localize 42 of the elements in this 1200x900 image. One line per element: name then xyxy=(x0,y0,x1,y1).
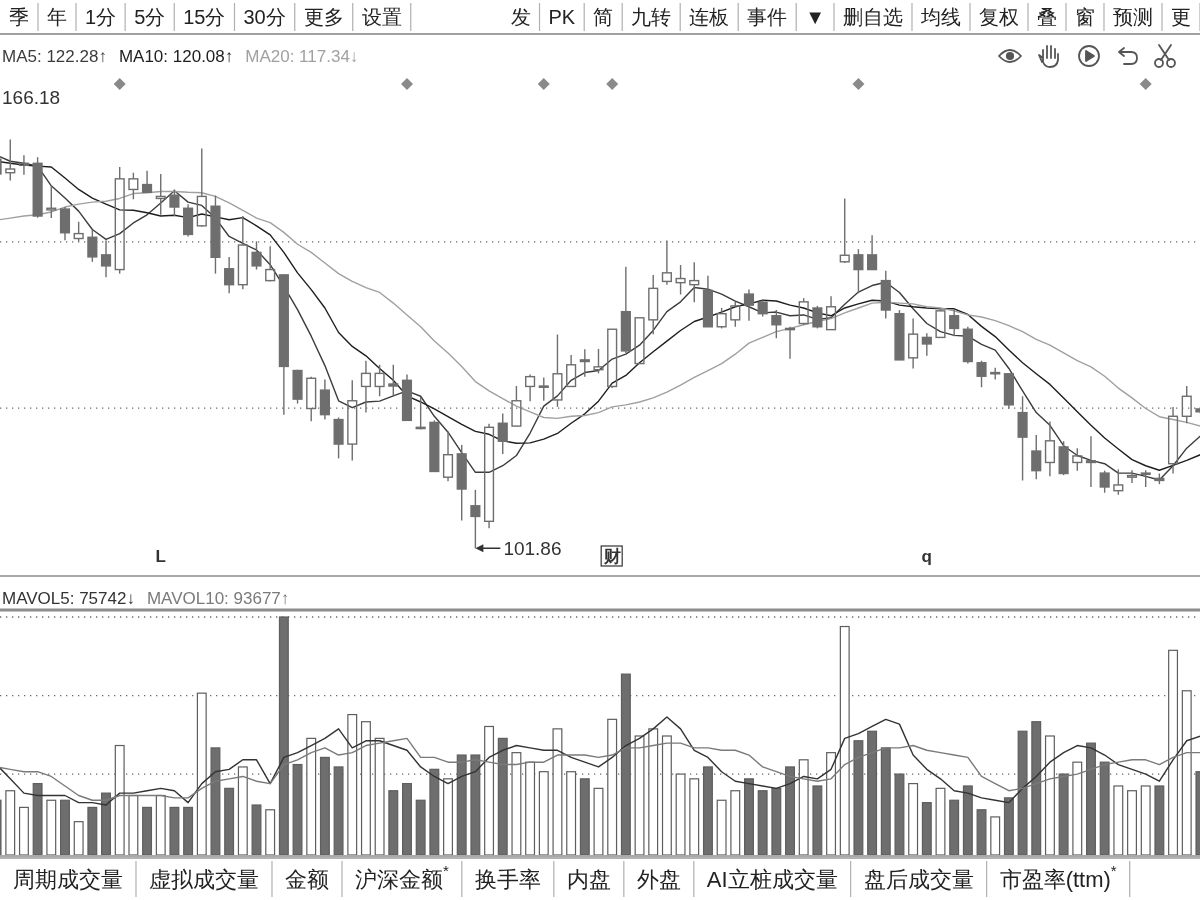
button-label: ▼ xyxy=(805,6,825,28)
legend-item: MAVOL10: 93677↑ xyxy=(146,588,290,608)
button-label: 叠 xyxy=(1037,6,1057,28)
button-label: 5分 xyxy=(134,6,166,28)
button-label: 复权 xyxy=(979,6,1019,28)
button-label: 九转 xyxy=(631,6,672,28)
button-label: 简 xyxy=(593,6,614,28)
button-label: 周期成交量 xyxy=(13,866,123,892)
button-label: 更多 xyxy=(303,6,344,28)
button-label: 15分 xyxy=(183,6,226,28)
button-label: 1分 xyxy=(85,6,117,28)
button-label: 窗 xyxy=(1075,6,1095,28)
button-label: 年 xyxy=(47,6,67,28)
button-label: 事件 xyxy=(747,6,788,28)
button-label: 发 xyxy=(510,6,531,28)
button-label: 金额 xyxy=(285,866,329,892)
button-label: 内盘 xyxy=(566,866,611,892)
legend-item: MAVOL5: 75742↓ xyxy=(2,588,135,608)
button-label: 沪深金额$^{*}$ xyxy=(355,862,449,892)
legend-item: MA5: 122.28↑ xyxy=(2,46,107,66)
button-label: AI立桩成交量 xyxy=(706,866,838,892)
button-label: 换手率 xyxy=(474,866,541,892)
event-marker: 财 xyxy=(603,546,621,566)
button-label: 虚拟成交量 xyxy=(149,866,259,892)
button-label: 删自选 xyxy=(843,6,903,28)
button-label: 更 xyxy=(1171,6,1191,28)
button-label: 预测 xyxy=(1113,6,1153,28)
button-label: 均线 xyxy=(921,6,961,28)
annotation: 166.18 xyxy=(2,86,61,108)
event-marker: q xyxy=(921,546,932,566)
button-label: 连板 xyxy=(689,6,730,28)
event-marker: L xyxy=(155,546,166,566)
annotation: 101.86 xyxy=(503,537,562,559)
legend-item: MA10: 120.08↑ xyxy=(118,46,234,66)
button-label: 30分 xyxy=(243,6,286,28)
button-label: 市盈率(ttm)$^{*}$ xyxy=(999,862,1117,892)
button-label: 外盘 xyxy=(636,866,681,892)
button-label: 盘后成交量 xyxy=(863,866,974,892)
button-label: PK xyxy=(548,6,576,28)
button-label: 设置 xyxy=(361,6,402,28)
legend-item: MA20: 117.34↓ xyxy=(245,46,359,66)
button-label: 季 xyxy=(9,6,29,28)
